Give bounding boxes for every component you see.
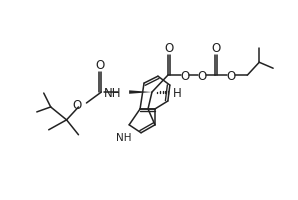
- Text: O: O: [211, 42, 220, 55]
- Text: O: O: [180, 69, 189, 82]
- Text: O: O: [96, 58, 105, 71]
- Text: NH: NH: [104, 86, 121, 99]
- Text: H: H: [173, 86, 181, 99]
- Text: O: O: [227, 69, 236, 82]
- Text: O: O: [72, 99, 81, 112]
- Text: O: O: [164, 42, 173, 55]
- Text: O: O: [197, 69, 206, 82]
- Text: NH: NH: [117, 132, 132, 142]
- Polygon shape: [129, 91, 152, 94]
